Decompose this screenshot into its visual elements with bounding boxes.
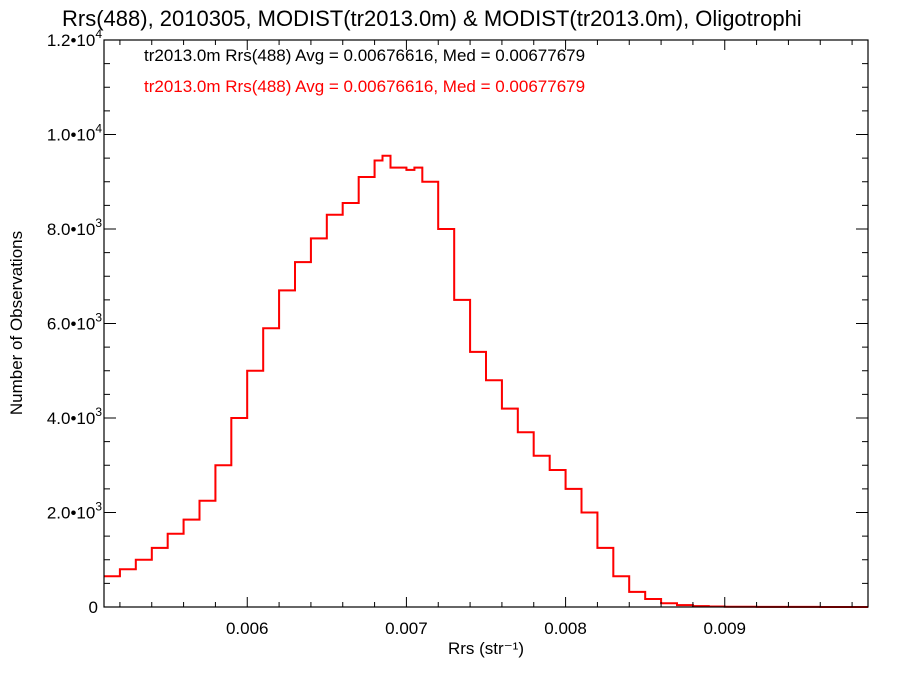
legend-entry-red: tr2013.0m Rrs(488) Avg = 0.00676616, Med… bbox=[144, 77, 585, 96]
series-line-red bbox=[104, 154, 868, 608]
y-tick-label: 1.0•104 bbox=[47, 122, 103, 145]
axis-ticks: 0.006 0.007 0.008 0.009 0 2.0•103 4.0•103 6.0•1… bbox=[47, 27, 868, 638]
x-axis-label: Rrs (str⁻¹) bbox=[448, 639, 524, 658]
chart-title: Rrs(488), 2010305, MODIST(tr2013.0m) & M… bbox=[62, 6, 802, 31]
y-tick-label: 1.2•104 bbox=[47, 27, 103, 50]
y-tick-label: 8.0•103 bbox=[47, 216, 103, 239]
legend-entry-black: tr2013.0m Rrs(488) Avg = 0.00676616, Med… bbox=[144, 46, 585, 65]
plot-frame bbox=[103, 39, 869, 608]
y-tick-label: 0 bbox=[89, 598, 98, 617]
y-axis-label: Number of Observations bbox=[7, 231, 26, 415]
x-tick-label: 0.009 bbox=[703, 619, 746, 638]
x-tick-label: 0.007 bbox=[385, 619, 428, 638]
y-tick-label: 2.0•103 bbox=[47, 500, 103, 523]
y-tick-label: 4.0•103 bbox=[47, 405, 103, 428]
x-tick-label: 0.006 bbox=[226, 619, 269, 638]
series-line-black bbox=[104, 155, 868, 608]
series-layer bbox=[104, 154, 868, 608]
x-tick-label: 0.008 bbox=[544, 619, 587, 638]
y-tick-label: 6.0•103 bbox=[47, 311, 103, 334]
